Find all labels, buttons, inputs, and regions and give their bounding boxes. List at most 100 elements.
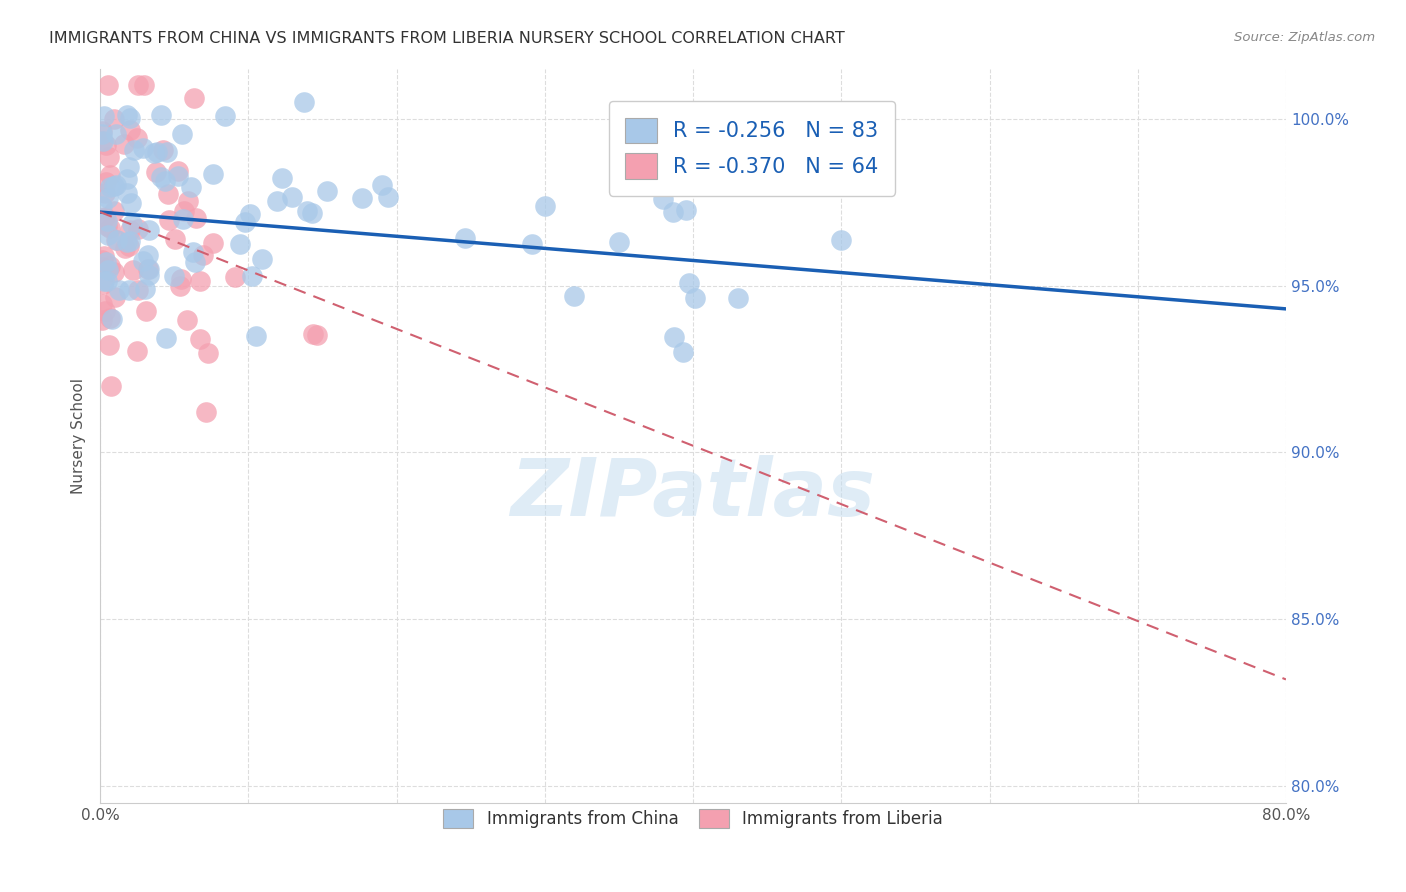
Point	[170, 272, 193, 286]
Point	[239, 207, 262, 221]
Point	[153, 174, 176, 188]
Point	[163, 268, 186, 283]
Point	[201, 236, 224, 251]
Point	[352, 191, 374, 205]
Point	[120, 123, 142, 137]
Point	[115, 108, 138, 122]
Point	[98, 221, 121, 235]
Point	[125, 131, 148, 145]
Point	[146, 145, 169, 159]
Point	[134, 78, 156, 93]
Point	[678, 276, 700, 290]
Point	[100, 259, 122, 273]
Point	[98, 179, 121, 194]
Point	[91, 296, 114, 310]
Point	[93, 249, 115, 263]
Point	[97, 227, 120, 242]
Point	[134, 282, 156, 296]
Point	[156, 187, 179, 202]
Point	[142, 146, 165, 161]
Point	[607, 235, 630, 250]
Point	[101, 312, 124, 326]
Point	[103, 112, 125, 126]
Point	[93, 211, 115, 225]
Point	[100, 379, 122, 393]
Point	[152, 144, 174, 158]
Point	[779, 129, 801, 144]
Point	[165, 232, 187, 246]
Point	[100, 311, 122, 326]
Point	[138, 268, 160, 282]
Point	[188, 274, 211, 288]
Y-axis label: Nursery School: Nursery School	[72, 377, 86, 494]
Point	[377, 190, 399, 204]
Point	[233, 215, 256, 229]
Point	[685, 291, 707, 305]
Point	[93, 210, 115, 224]
Point	[93, 134, 115, 148]
Text: ZIPatlas: ZIPatlas	[510, 456, 876, 533]
Point	[90, 260, 112, 274]
Point	[90, 253, 112, 268]
Point	[662, 330, 685, 344]
Point	[172, 128, 194, 142]
Point	[104, 178, 127, 192]
Point	[93, 277, 115, 292]
Point	[94, 175, 117, 189]
Point	[307, 328, 329, 343]
Point	[94, 304, 117, 318]
Point	[727, 291, 749, 305]
Point	[105, 233, 128, 247]
Point	[122, 263, 145, 277]
Point	[177, 194, 200, 208]
Point	[115, 186, 138, 200]
Point	[132, 140, 155, 154]
Point	[118, 238, 141, 252]
Point	[156, 145, 179, 160]
Point	[652, 192, 675, 206]
Point	[675, 203, 697, 218]
Point	[301, 206, 323, 220]
Point	[245, 329, 267, 343]
Point	[520, 236, 543, 251]
Point	[176, 312, 198, 326]
Point	[228, 237, 250, 252]
Point	[108, 283, 131, 297]
Point	[118, 234, 141, 248]
Point	[127, 283, 149, 297]
Point	[250, 252, 273, 267]
Point	[104, 290, 127, 304]
Point	[157, 213, 180, 227]
Point	[127, 78, 149, 93]
Point	[121, 217, 143, 231]
Point	[127, 222, 149, 236]
Point	[96, 274, 118, 288]
Point	[266, 194, 288, 209]
Point	[120, 111, 142, 125]
Point	[91, 127, 114, 141]
Point	[97, 150, 120, 164]
Point	[114, 241, 136, 255]
Point	[169, 279, 191, 293]
Point	[167, 164, 190, 178]
Point	[118, 160, 141, 174]
Point	[315, 184, 337, 198]
Point	[124, 143, 146, 157]
Point	[97, 190, 120, 204]
Point	[150, 169, 173, 184]
Point	[172, 212, 194, 227]
Point	[132, 254, 155, 268]
Point	[138, 261, 160, 276]
Point	[184, 254, 207, 268]
Point	[103, 265, 125, 279]
Point	[93, 274, 115, 288]
Point	[103, 203, 125, 218]
Text: Source: ZipAtlas.com: Source: ZipAtlas.com	[1234, 31, 1375, 45]
Point	[90, 199, 112, 213]
Point	[125, 343, 148, 358]
Point	[90, 313, 112, 327]
Point	[118, 283, 141, 297]
Point	[155, 331, 177, 345]
Point	[118, 223, 141, 237]
Point	[98, 337, 121, 351]
